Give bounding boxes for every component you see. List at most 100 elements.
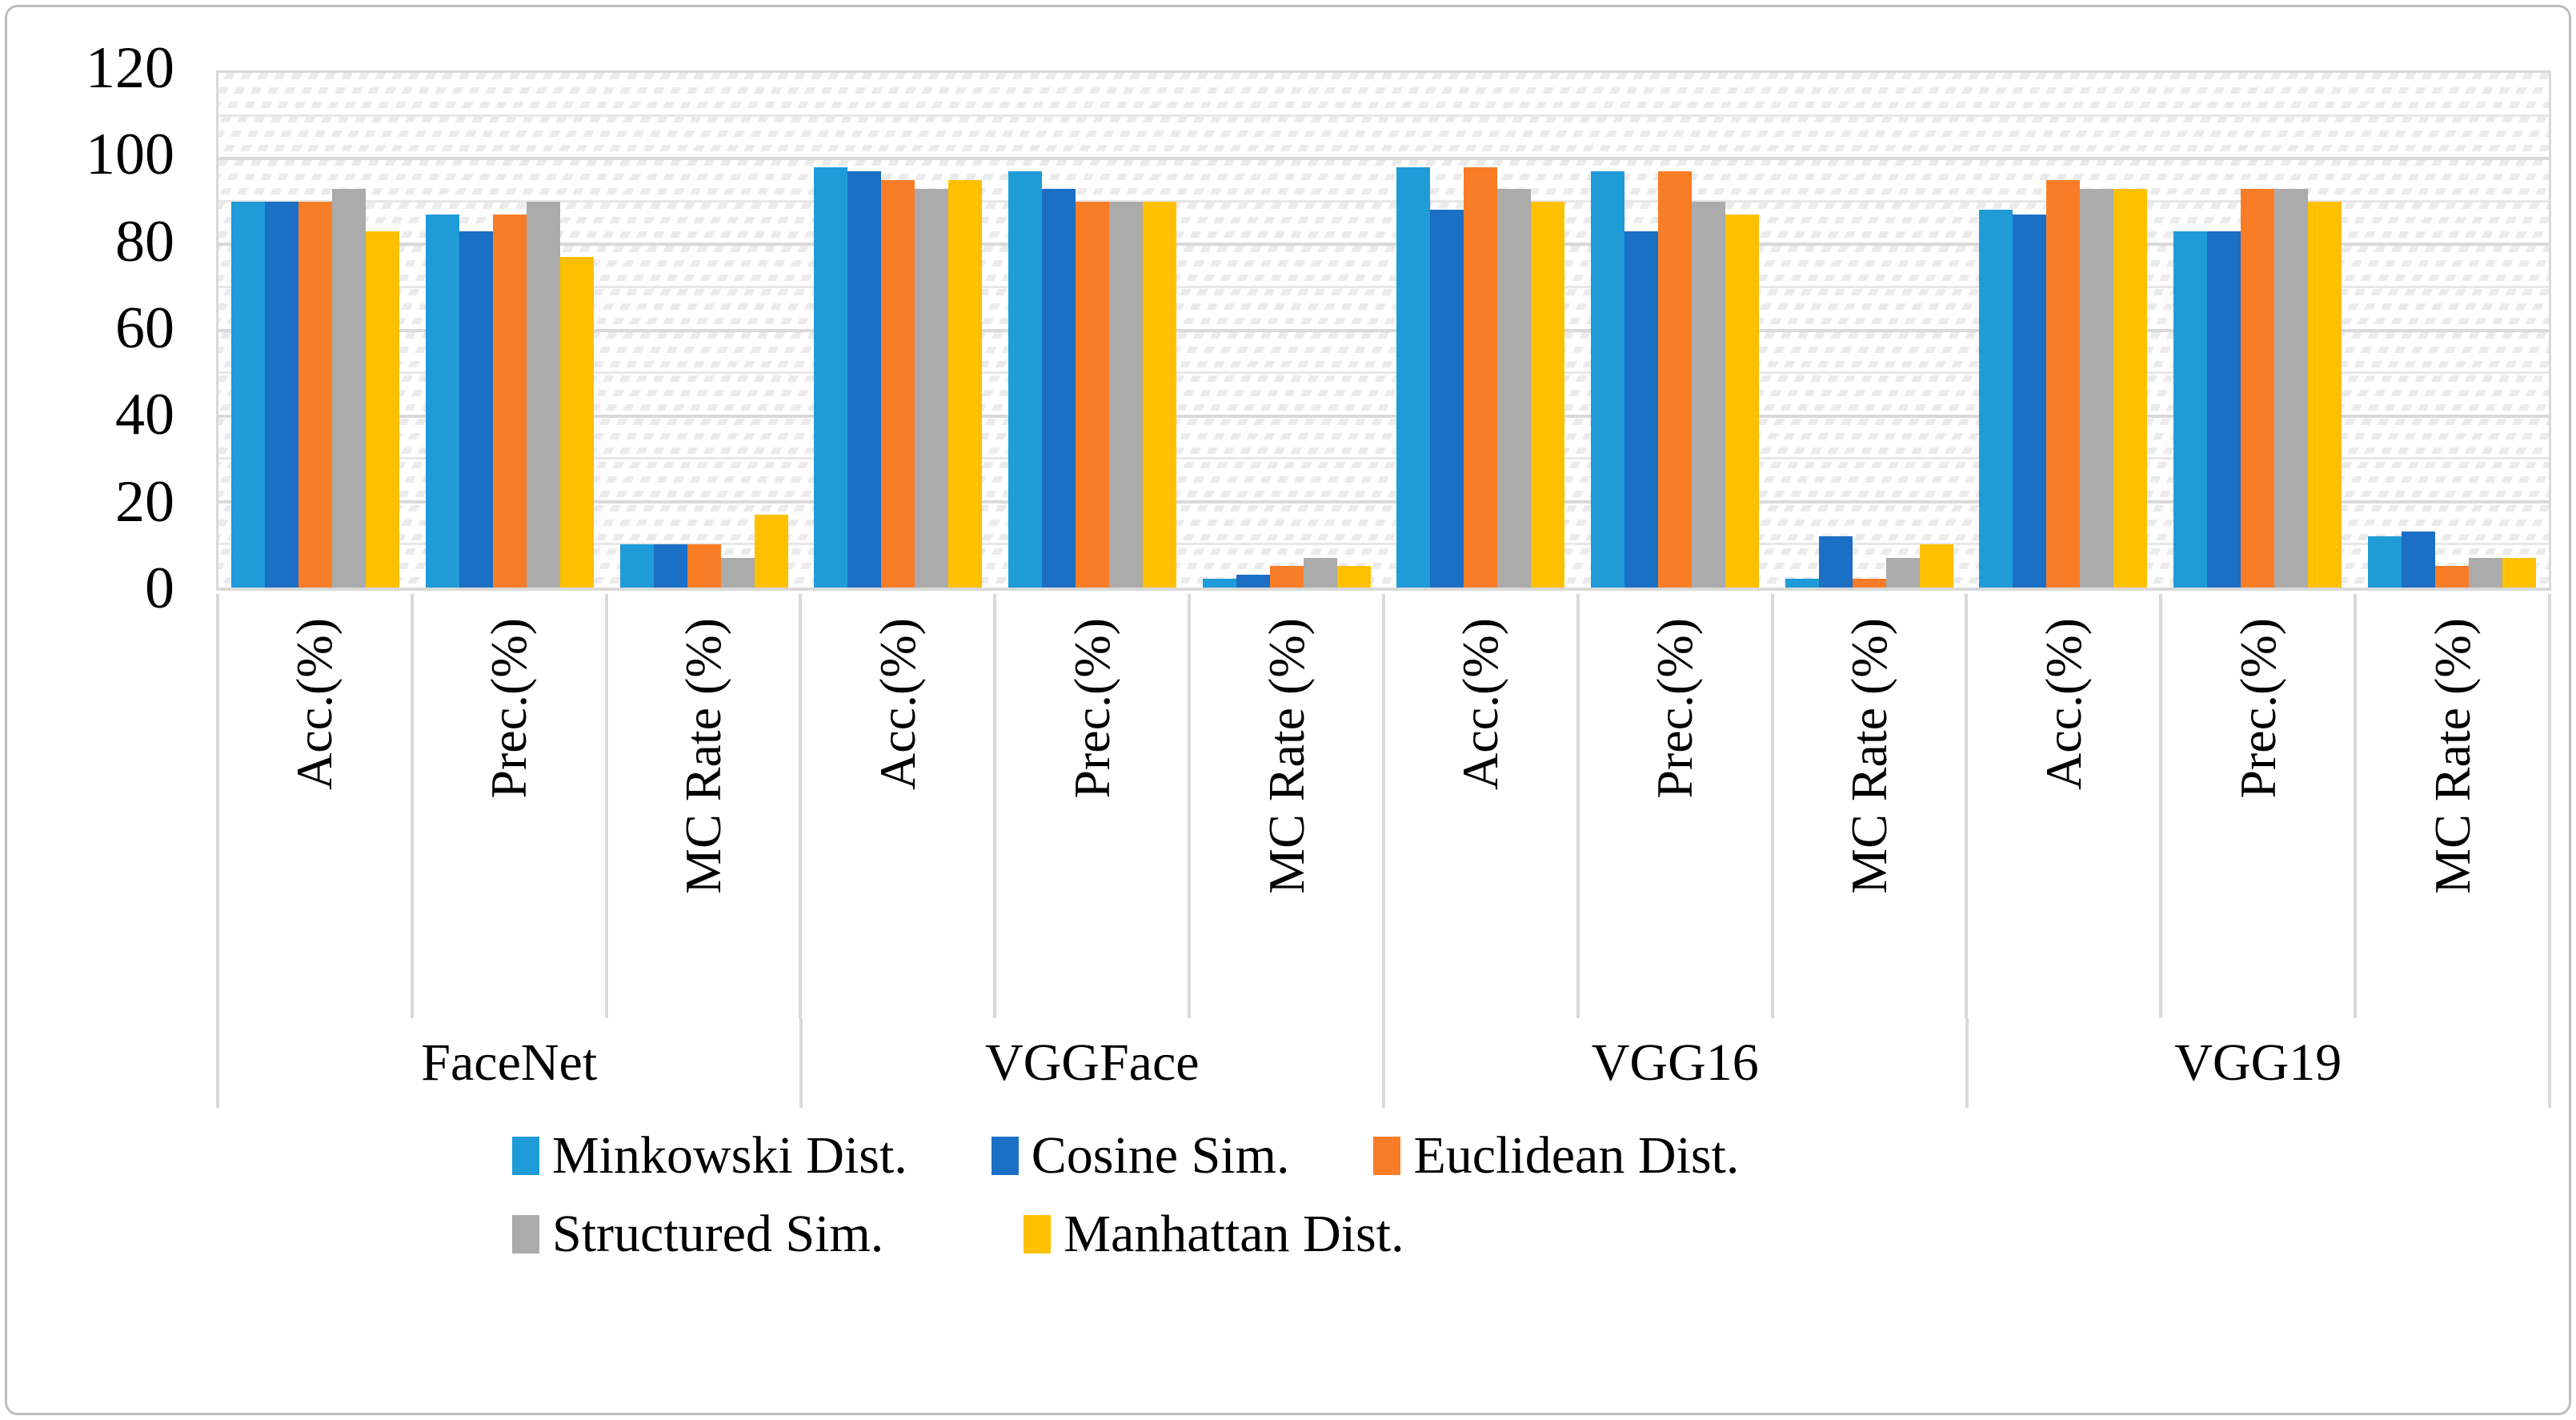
bar-euclidean-dist- [1076,201,1110,588]
bar-manhattan-dist- [948,179,983,588]
bar-manhattan-dist- [754,514,788,588]
y-tick-label: 120 [86,35,174,101]
metric-cell: Prec.(%) [410,594,605,1018]
gridline-major [218,243,2549,247]
bar-structured-sim- [527,201,560,588]
bar-structured-sim- [2080,188,2114,588]
model-cell: VGGFace [799,1018,1383,1108]
bar-manhattan-dist- [1725,214,1760,588]
y-tick-label: 60 [115,295,174,361]
bar-structured-sim- [332,188,367,588]
bar-minkowski-dist- [814,166,848,588]
bar-cosine-sim- [265,201,299,588]
bar-group-FaceNet-MC Rate (%) [607,73,801,588]
gridline-major [218,499,2549,503]
bar-minkowski-dist- [426,214,459,588]
bar-cosine-sim- [2013,214,2047,588]
bar-minkowski-dist- [1008,171,1043,588]
metric-cell: Acc.(%) [1965,594,2159,1018]
bar-minkowski-dist- [1202,579,1236,588]
metric-label: Prec.(%) [1646,618,1704,799]
legend-item: Structured Sim. [512,1205,883,1263]
model-label: VGG19 [2174,1033,2342,1092]
metric-cell: Prec.(%) [2159,594,2354,1018]
gridline-major [218,157,2549,161]
bar-manhattan-dist- [366,231,400,588]
bars-layer [218,73,2549,588]
bar-minkowski-dist- [1396,166,1431,588]
metric-label: Acc.(%) [1452,618,1509,790]
bar-manhattan-dist- [1143,201,1177,588]
metric-cell: MC Rate (%) [1188,594,1382,1018]
bar-euclidean-dist- [1464,166,1498,588]
y-tick-label: 80 [115,208,174,275]
legend-label: Structured Sim. [552,1205,884,1263]
bar-group-VGGFace-Prec.(%) [996,73,1190,588]
model-cell: VGG19 [1965,1018,2551,1108]
gridline-minor [218,457,2549,460]
legend-swatch-minkowski-dist- [512,1137,539,1175]
bar-euclidean-dist- [687,544,721,588]
bar-cosine-sim- [847,171,882,588]
metric-cell: Prec.(%) [993,594,1188,1018]
metric-label: Acc.(%) [2034,618,2092,790]
bar-group-VGG19-Acc.(%) [1966,73,2161,588]
bar-structured-sim- [915,188,949,588]
legend-row: Minkowski Dist. Cosine Sim. Euclidean Dist… [512,1127,1739,1185]
legend-label: Manhattan Dist. [1064,1205,1404,1263]
bar-structured-sim- [1497,188,1532,588]
gridline-minor [218,285,2549,288]
bar-structured-sim- [1303,557,1337,588]
bar-group-VGG16-Acc.(%) [1384,73,1578,588]
bar-group-VGG19-Prec.(%) [2161,73,2355,588]
bar-minkowski-dist- [2173,231,2208,588]
metric-cell: MC Rate (%) [604,594,799,1018]
metric-cell: Acc.(%) [216,594,411,1018]
bar-cosine-sim- [1818,536,1853,588]
bar-cosine-sim- [653,544,687,588]
bar-structured-sim- [2274,188,2309,588]
metric-label: Acc.(%) [286,618,343,790]
bar-group-FaceNet-Prec.(%) [413,73,607,588]
model-cell: FaceNet [216,1018,799,1108]
bar-group-FaceNet-Acc.(%) [218,73,413,588]
metric-label: Acc.(%) [868,618,926,790]
bar-minkowski-dist- [1785,579,1819,588]
bar-structured-sim- [720,557,755,588]
legend-swatch-manhattan-dist- [1024,1215,1052,1254]
y-tick-label: 20 [115,468,174,535]
metric-label: Prec.(%) [2229,618,2286,799]
legend-swatch-cosine-sim- [991,1137,1019,1175]
gridline-minor [218,543,2549,546]
metric-label: MC Rate (%) [1257,618,1315,894]
bar-manhattan-dist- [1531,201,1565,588]
bar-manhattan-dist- [2308,201,2342,588]
gridline-minor [218,199,2549,203]
legend-item: Euclidean Dist. [1373,1127,1739,1185]
legend-label: Minkowski Dist. [552,1126,907,1185]
bar-group-VGG16-Prec.(%) [1578,73,1773,588]
bar-cosine-sim- [1430,210,1464,588]
metric-cell: MC Rate (%) [1770,594,1965,1018]
legend-item: Manhattan Dist. [1024,1205,1404,1263]
gridline-major [218,414,2549,418]
bar-group-VGG19-MC Rate (%) [2354,73,2549,588]
legend-label: Euclidean Dist. [1413,1126,1740,1185]
bar-euclidean-dist- [1658,171,1693,588]
metric-label: Prec.(%) [480,618,538,799]
bar-minkowski-dist- [1979,210,2013,588]
bar-cosine-sim- [2401,531,2435,588]
bar-euclidean-dist- [1269,566,1304,588]
metric-label: MC Rate (%) [675,618,732,894]
bar-manhattan-dist- [1336,566,1371,588]
metric-label: Prec.(%) [1063,618,1120,799]
legend: Minkowski Dist. Cosine Sim. Euclidean Dist… [512,1127,1739,1263]
model-cell: VGG16 [1382,1018,1965,1108]
bar-structured-sim- [1109,201,1144,588]
bar-manhattan-dist- [2113,188,2148,588]
legend-item: Cosine Sim. [991,1127,1289,1185]
metric-cell: Acc.(%) [799,594,993,1018]
bar-structured-sim- [1885,557,1920,588]
plot-area [216,70,2551,591]
